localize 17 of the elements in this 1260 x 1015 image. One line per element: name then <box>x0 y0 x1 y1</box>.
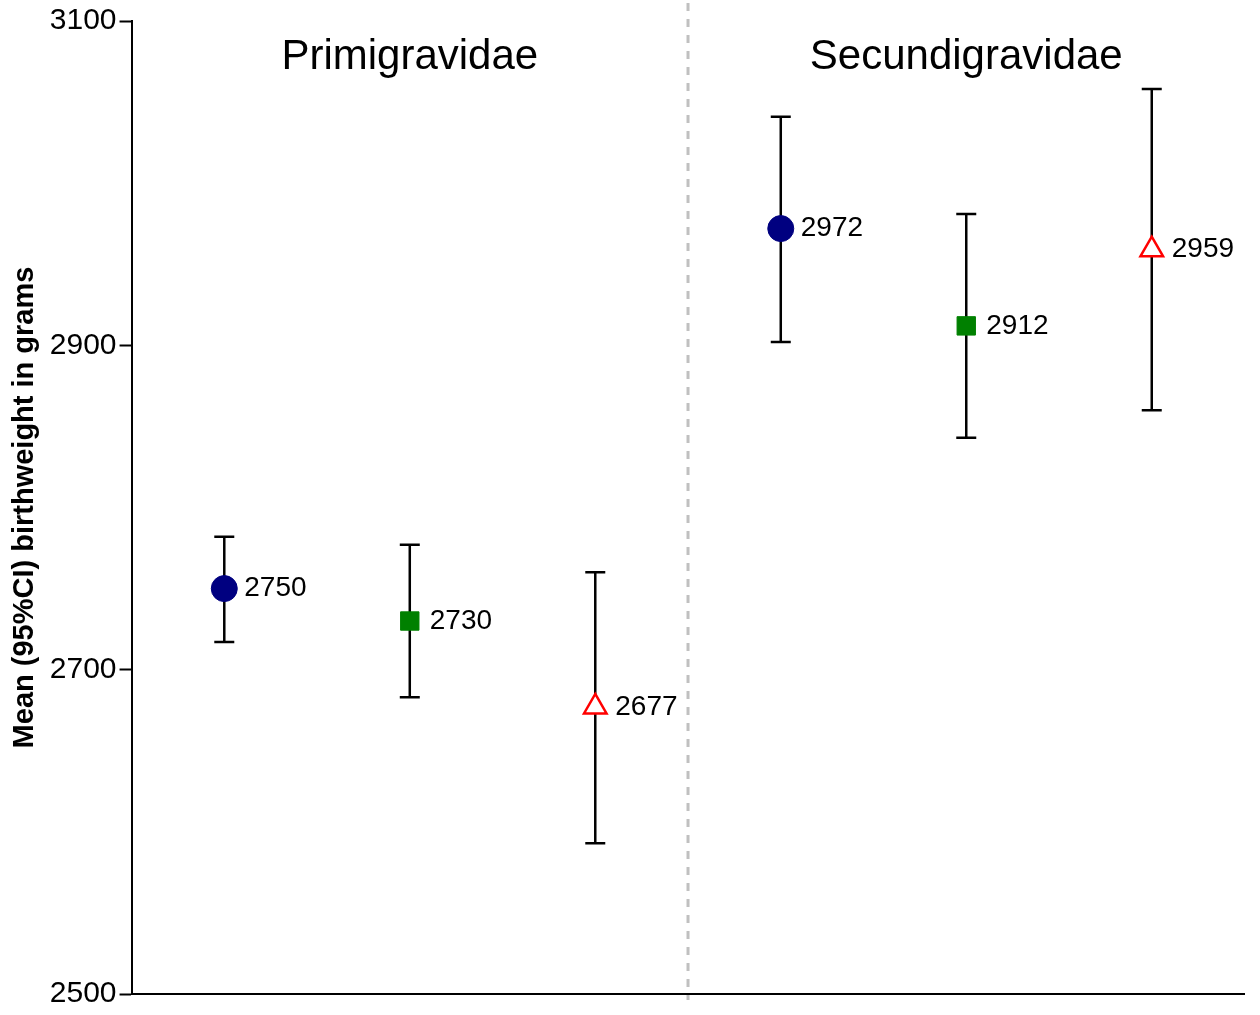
data-label: 2972 <box>800 211 864 243</box>
annotation: Primigravidae <box>281 30 539 78</box>
point <box>767 215 795 243</box>
data-label: 2730 <box>429 603 493 635</box>
y-tick-label: 2500 <box>49 975 117 1009</box>
data-label: 2912 <box>986 308 1049 340</box>
y-axis-title: Mean (95%CI) birthweight in grams <box>7 266 40 749</box>
annotation: Secundigravidae <box>809 30 1123 78</box>
data-label: 2677 <box>615 689 678 721</box>
data-label: 2750 <box>244 571 307 603</box>
point <box>400 611 420 631</box>
y-tick-label: 3100 <box>49 2 117 36</box>
y-tick-label: 2700 <box>49 650 117 684</box>
y-tick-label: 2900 <box>49 326 117 360</box>
point <box>956 316 976 336</box>
point <box>210 575 238 603</box>
data-label: 2959 <box>1171 232 1235 264</box>
